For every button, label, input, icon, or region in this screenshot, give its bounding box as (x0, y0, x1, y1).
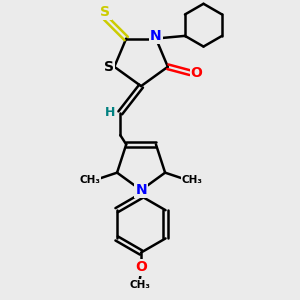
Text: CH₃: CH₃ (79, 175, 100, 185)
Text: O: O (191, 66, 203, 80)
Text: H: H (105, 106, 115, 119)
Text: CH₃: CH₃ (129, 280, 150, 290)
Text: O: O (135, 260, 147, 274)
Text: S: S (104, 60, 114, 74)
Text: N: N (150, 29, 162, 43)
Text: N: N (135, 183, 147, 197)
Text: S: S (100, 5, 110, 20)
Text: CH₃: CH₃ (182, 175, 203, 185)
